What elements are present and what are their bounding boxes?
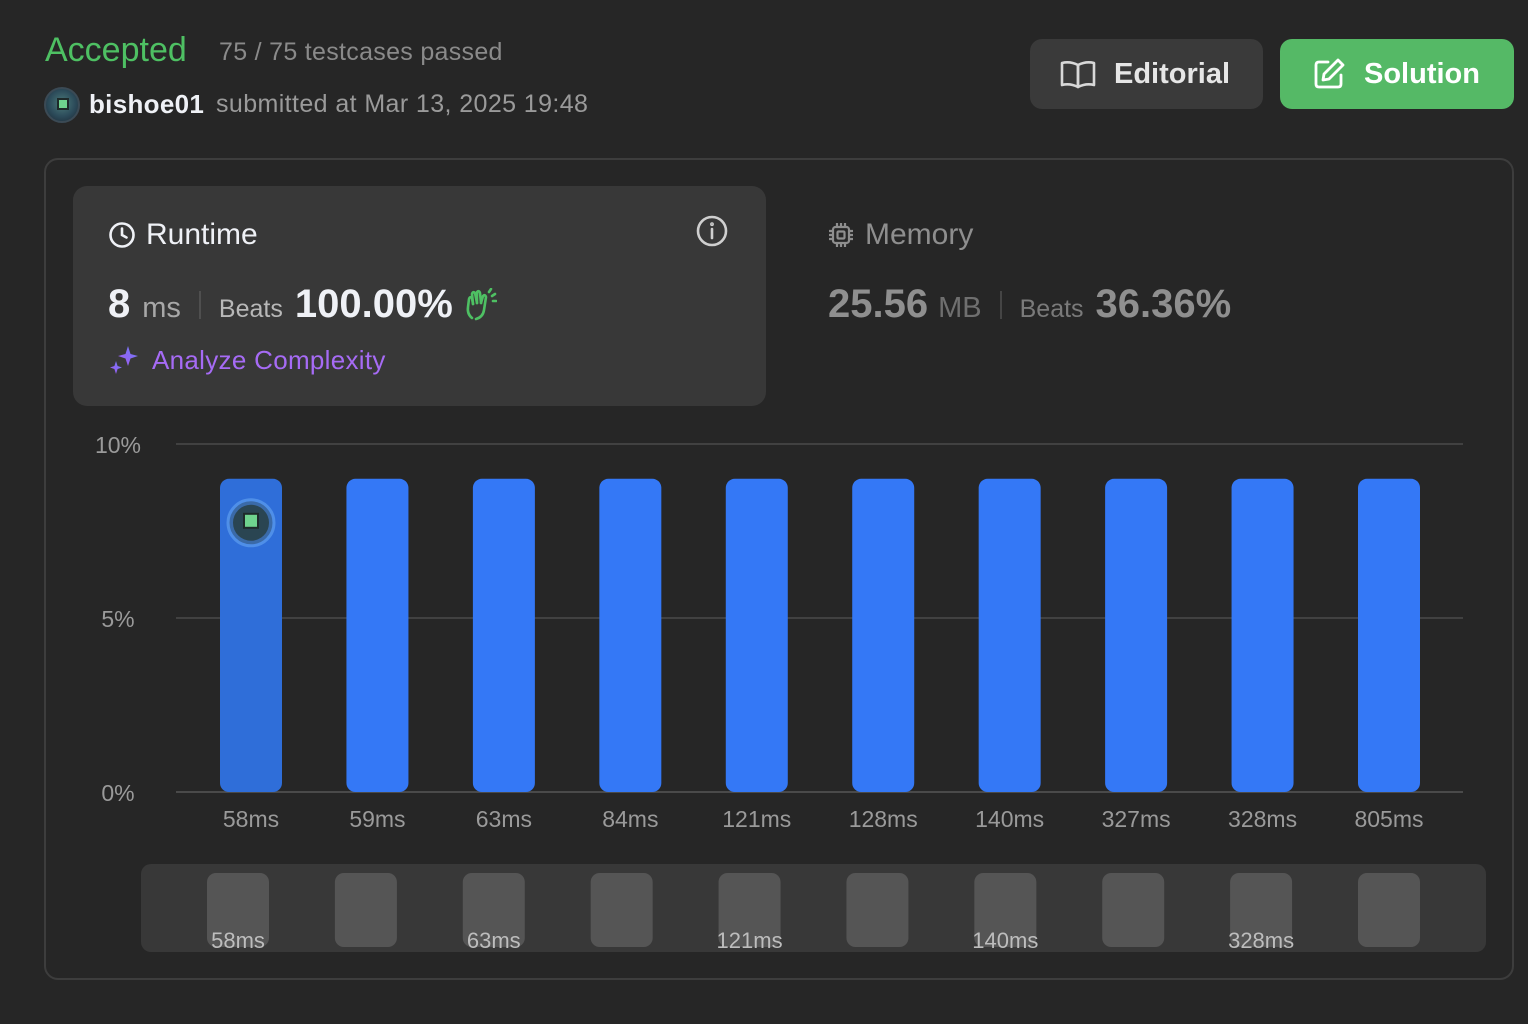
book-open-icon xyxy=(1060,61,1096,89)
avatar[interactable] xyxy=(44,87,80,123)
clapping-hands-icon xyxy=(466,287,497,320)
runtime-unit: ms xyxy=(142,292,181,324)
memory-unit: MB xyxy=(938,292,982,324)
memory-metric: 25.56 MB Beats 36.36% xyxy=(828,282,1231,327)
memory-beats-label: Beats xyxy=(1019,295,1084,323)
runtime-card[interactable]: Runtime 8 ms Beats 100.00% Analyze Compl… xyxy=(73,186,766,406)
clock-icon xyxy=(109,222,135,248)
info-icon[interactable] xyxy=(695,214,729,248)
memory-tab[interactable]: Memory xyxy=(827,218,973,252)
divider xyxy=(999,290,1002,319)
runtime-title-label: Runtime xyxy=(146,218,258,251)
editorial-button[interactable]: Editorial xyxy=(1030,39,1263,109)
runtime-title: Runtime xyxy=(108,218,258,252)
distribution-overview-slider[interactable] xyxy=(141,864,1486,952)
submitted-timestamp: submitted at Mar 13, 2025 19:48 xyxy=(216,90,589,118)
analyze-complexity-label: Analyze Complexity xyxy=(152,344,386,375)
divider xyxy=(198,290,201,319)
solution-button-label: Solution xyxy=(1364,57,1480,90)
memory-title-label: Memory xyxy=(865,218,974,251)
edit-icon xyxy=(1314,58,1345,89)
memory-value: 25.56 xyxy=(828,282,929,326)
solution-button[interactable]: Solution xyxy=(1280,39,1514,109)
chip-icon xyxy=(829,223,853,247)
submission-status: Accepted xyxy=(45,31,187,69)
runtime-value: 8 xyxy=(108,282,131,326)
memory-beats-percent: 36.36% xyxy=(1095,282,1232,326)
runtime-beats-label: Beats xyxy=(218,295,283,323)
username-link[interactable]: bishoe01 xyxy=(89,89,205,119)
sparkles-icon xyxy=(110,346,138,374)
runtime-metric: 8 ms Beats 100.00% xyxy=(108,282,497,327)
runtime-beats-percent: 100.00% xyxy=(294,282,453,326)
testcases-passed: 75 / 75 testcases passed xyxy=(219,38,503,66)
performance-panel xyxy=(44,158,1514,980)
analyze-complexity-link[interactable]: Analyze Complexity xyxy=(108,344,386,376)
editorial-button-label: Editorial xyxy=(1114,57,1231,90)
